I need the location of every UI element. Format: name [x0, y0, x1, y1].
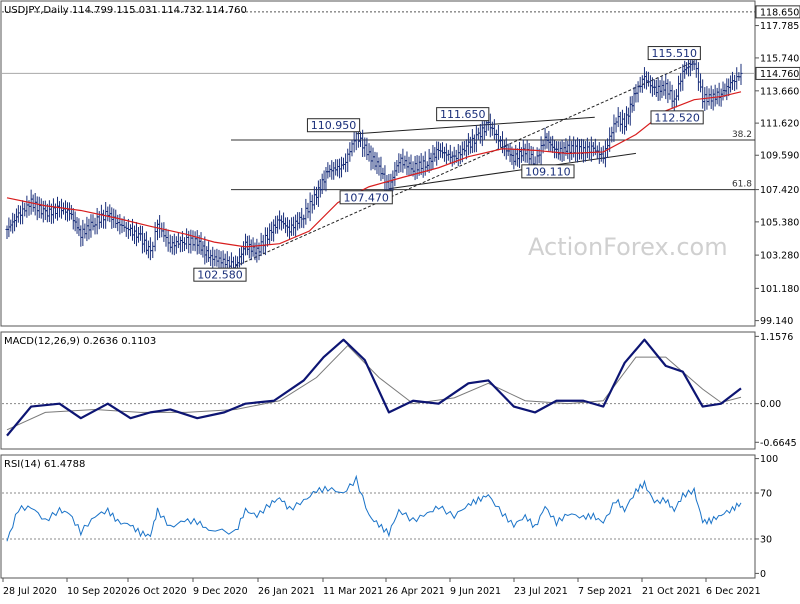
- annotation-box-109.110: [521, 164, 575, 179]
- price-title: USDJPY,Daily 114.799 115.031 114.732 114…: [4, 5, 247, 16]
- xtick-label: 26 Oct 2020: [128, 586, 187, 597]
- annotation-box-115.510: [647, 46, 701, 61]
- annotation-label-111.650: 111.650: [440, 108, 486, 121]
- fib-label-38.2: 38.2: [732, 130, 752, 140]
- xtick-label: 26 Jan 2021: [258, 586, 315, 597]
- price-ytick-label: 101.180: [760, 284, 799, 295]
- last-price-tag-label: 114.760: [760, 69, 799, 80]
- annotation-box-110.950: [306, 118, 361, 133]
- xtick-label: 9 Dec 2020: [193, 586, 248, 597]
- xtick-label: 10 Sep 2020: [67, 586, 127, 597]
- annotation-label-115.510: 115.510: [652, 47, 698, 60]
- trend-line-0: [235, 61, 695, 267]
- fib-label-61.8: 61.8: [732, 180, 752, 190]
- annotation-label-102.580: 102.580: [197, 269, 243, 282]
- watermark-text: ActionForex.com: [528, 233, 728, 261]
- macd-ytick-label: -0.6645: [760, 438, 797, 449]
- rsi-ytick-label: 70: [760, 489, 772, 500]
- macd-title: MACD(12,26,9) 0.2636 0.1103: [4, 336, 156, 347]
- last-price-tag-box: [755, 66, 800, 80]
- price-ytick-label: 105.380: [760, 217, 799, 228]
- moving-average-line: [6, 91, 742, 248]
- rsi-line: [6, 474, 742, 542]
- price-ytick-label: 103.280: [760, 251, 799, 262]
- xtick-label: 9 Jun 2021: [450, 586, 501, 597]
- rsi-title: RSI(14) 61.4788: [4, 459, 85, 470]
- xtick-label: 23 Jul 2021: [514, 586, 568, 597]
- annotation-box-107.470: [339, 190, 393, 205]
- annotation-box-111.650: [436, 107, 490, 122]
- trend-line-2: [388, 152, 637, 190]
- macd-ytick-label: 1.1576: [760, 332, 793, 343]
- xtick-label: 7 Sep 2021: [578, 586, 632, 597]
- rsi-ytick-label: 0: [760, 569, 766, 580]
- price-ytick-label: 107.420: [760, 185, 799, 196]
- annotation-label-110.950: 110.950: [311, 119, 357, 132]
- price-ytick-label: 111.620: [760, 119, 799, 130]
- tag-118650-box: [755, 5, 800, 19]
- xtick-label: 26 Apr 2021: [386, 586, 445, 597]
- rsi-ytick-label: 100: [760, 454, 778, 465]
- xtick-label: 11 Mar 2021: [323, 586, 383, 597]
- macd-ytick-label: 0.00: [760, 399, 781, 410]
- annotation-box-102.580: [193, 267, 247, 282]
- price-ytick-label: 99.140: [760, 316, 793, 327]
- price-ytick-label: 115.740: [760, 53, 799, 64]
- tag-118650-label: 118.650: [760, 7, 799, 18]
- xtick-label: 6 Dec 2021: [706, 586, 761, 597]
- price-ytick-label: 109.590: [760, 151, 799, 162]
- trend-line-1: [356, 116, 595, 135]
- annotation-label-109.110: 109.110: [525, 165, 571, 178]
- price-ytick-label: 113.660: [760, 86, 799, 97]
- price-ytick-label: 117.785: [760, 21, 799, 32]
- xtick-label: 21 Oct 2021: [642, 586, 701, 597]
- xtick-label: 28 Jul 2020: [3, 586, 57, 597]
- annotation-box-112.520: [650, 110, 704, 125]
- annotation-label-107.470: 107.470: [343, 191, 389, 204]
- rsi-panel-frame: [0, 454, 756, 579]
- macd-line: [6, 338, 742, 437]
- price-panel-frame: [0, 0, 756, 327]
- rsi-ytick-label: 30: [760, 534, 772, 545]
- annotation-label-112.520: 112.520: [654, 111, 700, 124]
